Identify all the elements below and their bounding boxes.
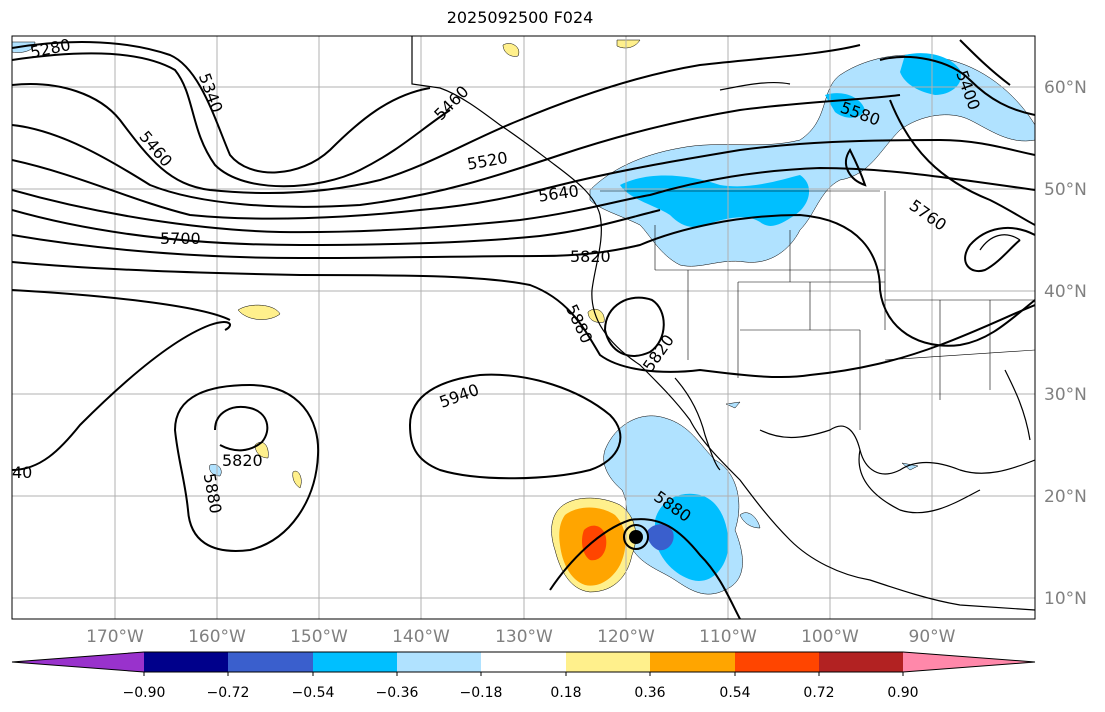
closed-low-contour	[623, 524, 649, 550]
colorbar-swatch	[650, 652, 735, 672]
colorbar-tick-label: −0.36	[376, 685, 419, 701]
lat-label: 50°N	[1044, 180, 1087, 200]
contour-label: 5820	[570, 247, 611, 266]
positive-anomaly-small	[237, 304, 281, 320]
colorbar-swatch	[819, 652, 903, 672]
colorbar-swatch	[313, 652, 397, 672]
negative-anomaly-core	[655, 493, 729, 581]
negative-anomaly-strong	[647, 524, 674, 551]
contour-label: 5700	[160, 229, 201, 248]
colorbar-tick-label: −0.54	[292, 685, 335, 701]
colorbar-extend-low	[12, 652, 144, 672]
lon-label: 170°W	[86, 627, 144, 647]
graticule	[12, 36, 1035, 619]
colorbar-tick-label: −0.18	[460, 685, 503, 701]
longitude-labels: 170°W 160°W 150°W 140°W 130°W 120°W 110°…	[86, 627, 956, 647]
colorbar	[11, 651, 1036, 676]
colorbar-tick-label: −0.90	[123, 685, 166, 701]
lat-label: 60°N	[1044, 78, 1087, 98]
negative-anomaly-small	[725, 401, 741, 409]
lat-label: 40°N	[1044, 282, 1087, 302]
colorbar-extend-high	[903, 652, 1035, 672]
colorbar-swatch	[735, 652, 819, 672]
negative-anomaly-small	[209, 464, 222, 477]
positive-anomaly-small	[502, 43, 520, 57]
contour-label: 40	[12, 463, 32, 482]
colorbar-tick-label: 0.72	[803, 685, 834, 701]
positive-anomaly-small	[292, 470, 302, 489]
height-contours	[12, 39, 1035, 619]
coastlines	[411, 36, 1035, 611]
negative-anomaly-small	[739, 512, 761, 529]
colorbar-swatch	[228, 652, 313, 672]
contour-label: 5820	[222, 451, 263, 470]
low-center-marker	[629, 530, 643, 544]
lat-label: 30°N	[1044, 385, 1087, 405]
colorbar-tick-label: −0.72	[207, 685, 250, 701]
colorbar-swatch	[144, 652, 228, 672]
lon-label: 130°W	[495, 627, 553, 647]
lon-label: 110°W	[699, 627, 757, 647]
map-frame	[11, 35, 1036, 620]
latitude-labels: 60°N 50°N 40°N 30°N 20°N 10°N	[1044, 78, 1087, 609]
positive-anomaly-small	[616, 39, 641, 49]
lat-label: 10°N	[1044, 589, 1087, 609]
colorbar-tick-label: 0.36	[634, 685, 665, 701]
lon-label: 90°W	[909, 627, 956, 647]
negative-anomaly-core	[620, 175, 810, 227]
lon-label: 160°W	[188, 627, 246, 647]
colorbar-ticks: −0.90 −0.72 −0.54 −0.36 −0.18 0.18 0.36 …	[123, 685, 919, 701]
state-borders	[600, 190, 1035, 430]
colorbar-tick-label: 0.54	[719, 685, 750, 701]
colorbar-swatch	[566, 652, 650, 672]
colorbar-swatch	[397, 652, 481, 672]
colorbar-tick-label: 0.18	[550, 685, 581, 701]
lon-label: 120°W	[597, 627, 655, 647]
map-title: 2025092500 F024	[446, 8, 594, 27]
colorbar-swatch	[481, 652, 566, 672]
lon-label: 100°W	[801, 627, 859, 647]
lon-label: 140°W	[392, 627, 450, 647]
colorbar-tick-label: 0.90	[887, 685, 918, 701]
positive-anomaly-strong	[582, 525, 607, 561]
lon-label: 150°W	[290, 627, 348, 647]
lat-label: 20°N	[1044, 487, 1087, 507]
